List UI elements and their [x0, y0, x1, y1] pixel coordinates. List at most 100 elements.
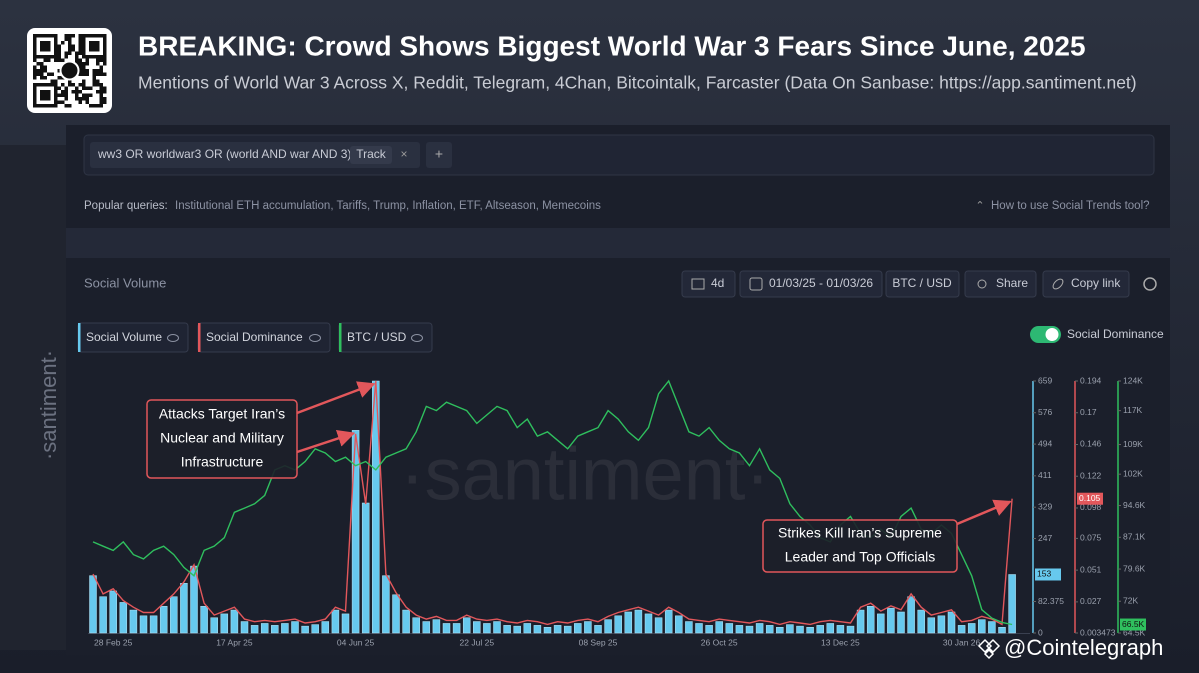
- qr-module: [57, 100, 61, 104]
- bar: [846, 625, 855, 634]
- remove-icon[interactable]: ×: [400, 147, 407, 161]
- qr-module: [78, 100, 82, 104]
- bar: [533, 625, 542, 634]
- qr-module: [96, 62, 100, 66]
- link-icon: [1052, 278, 1064, 290]
- chart-watermark: ·santiment·: [400, 433, 770, 516]
- eye-icon: [309, 334, 321, 342]
- bar: [755, 623, 764, 634]
- qr-module: [75, 86, 79, 90]
- y-tick-label: 0.075: [1080, 533, 1102, 543]
- qr-module: [78, 83, 82, 87]
- qr-module: [40, 62, 44, 66]
- bar: [937, 615, 946, 634]
- bar: [149, 615, 158, 634]
- bar: [836, 625, 845, 634]
- bar: [927, 617, 936, 634]
- y-tick-label: 64.5K: [1123, 627, 1146, 637]
- qr-module: [85, 58, 89, 62]
- share-icon: [977, 279, 987, 289]
- x-tick-label: 04 Jun 25: [337, 637, 375, 647]
- bar: [483, 623, 491, 634]
- query-chip[interactable]: [90, 142, 420, 168]
- annotation-text: Strikes Kill Iran’s Supreme: [778, 525, 942, 541]
- interval-button[interactable]: [681, 270, 736, 298]
- share-button[interactable]: [964, 270, 1037, 298]
- qr-module: [61, 93, 65, 97]
- qr-module: [54, 58, 58, 62]
- qr-module: [82, 79, 86, 83]
- bar: [473, 621, 481, 634]
- qr-module: [89, 93, 93, 97]
- y-tick-label: 117K: [1123, 405, 1143, 415]
- bar: [856, 609, 865, 634]
- copy-button[interactable]: [1042, 270, 1130, 298]
- qr-module: [71, 90, 75, 94]
- bar: [301, 625, 309, 634]
- qr-module: [99, 93, 103, 97]
- qr-module: [40, 72, 44, 76]
- qr-module: [57, 76, 61, 80]
- interval-icon: [691, 278, 705, 290]
- side-watermark: ·santiment·: [36, 350, 61, 460]
- pair-button[interactable]: [885, 270, 960, 298]
- y-tick-label: 82.375: [1038, 596, 1064, 606]
- bar: [99, 596, 107, 634]
- bar: [170, 596, 178, 634]
- qr-module: [78, 65, 82, 69]
- settings-icon[interactable]: [1143, 277, 1157, 291]
- qr-module: [85, 69, 89, 73]
- qr-module: [78, 51, 82, 55]
- bar: [361, 502, 370, 634]
- qr-module: [92, 83, 96, 87]
- qr-module: [68, 37, 72, 41]
- bar: [998, 627, 1006, 634]
- qr-module: [33, 65, 37, 69]
- qr-module: [57, 69, 61, 73]
- bar: [139, 615, 148, 634]
- add-button[interactable]: [426, 142, 452, 168]
- legend-swatch: [78, 323, 81, 352]
- bar: [523, 623, 532, 634]
- help-link[interactable]: How to use Social Trends tool?: [991, 200, 1150, 212]
- subtitle: Mentions of World War 3 Across X, Reddit…: [138, 73, 1137, 93]
- date-button[interactable]: [739, 270, 883, 298]
- legend-label: Social Dominance: [206, 330, 303, 344]
- bar: [230, 609, 239, 634]
- toggle-label: Social Dominance: [1067, 327, 1164, 341]
- qr-module: [64, 55, 68, 59]
- qr-module: [99, 69, 103, 73]
- legend-label: BTC / USD: [347, 330, 407, 344]
- qr-module: [99, 83, 103, 87]
- qr-module: [82, 97, 86, 101]
- qr-module: [47, 58, 51, 62]
- qr-module: [99, 104, 103, 108]
- annotation-text: Attacks Target Iran’s: [159, 406, 285, 422]
- qr-module: [61, 41, 65, 45]
- bar: [816, 625, 824, 634]
- qr-module: [89, 104, 93, 108]
- bar: [685, 621, 693, 634]
- credit-logo: [977, 638, 1001, 660]
- bar: [442, 623, 451, 634]
- qr-module: [68, 34, 72, 38]
- qr-module: [40, 65, 44, 69]
- bar: [1008, 574, 1016, 634]
- qr-finder: [40, 90, 51, 101]
- bar: [967, 623, 976, 634]
- value-badge: [1035, 568, 1061, 581]
- popular-items[interactable]: Institutional ETH accumulation, Tariffs,…: [175, 200, 601, 212]
- bar: [321, 621, 330, 634]
- qr-module: [68, 79, 72, 83]
- y-tick-label: 0: [1038, 627, 1043, 637]
- bar: [452, 623, 461, 634]
- bar: [877, 613, 885, 634]
- qr-module: [40, 76, 44, 80]
- annotation-text: Leader and Top Officials: [785, 549, 935, 565]
- annotation-text: Infrastructure: [181, 454, 264, 470]
- qr-module: [71, 44, 75, 48]
- qr-finder: [40, 41, 51, 52]
- qr-module: [64, 86, 68, 90]
- track-button[interactable]: [350, 146, 392, 164]
